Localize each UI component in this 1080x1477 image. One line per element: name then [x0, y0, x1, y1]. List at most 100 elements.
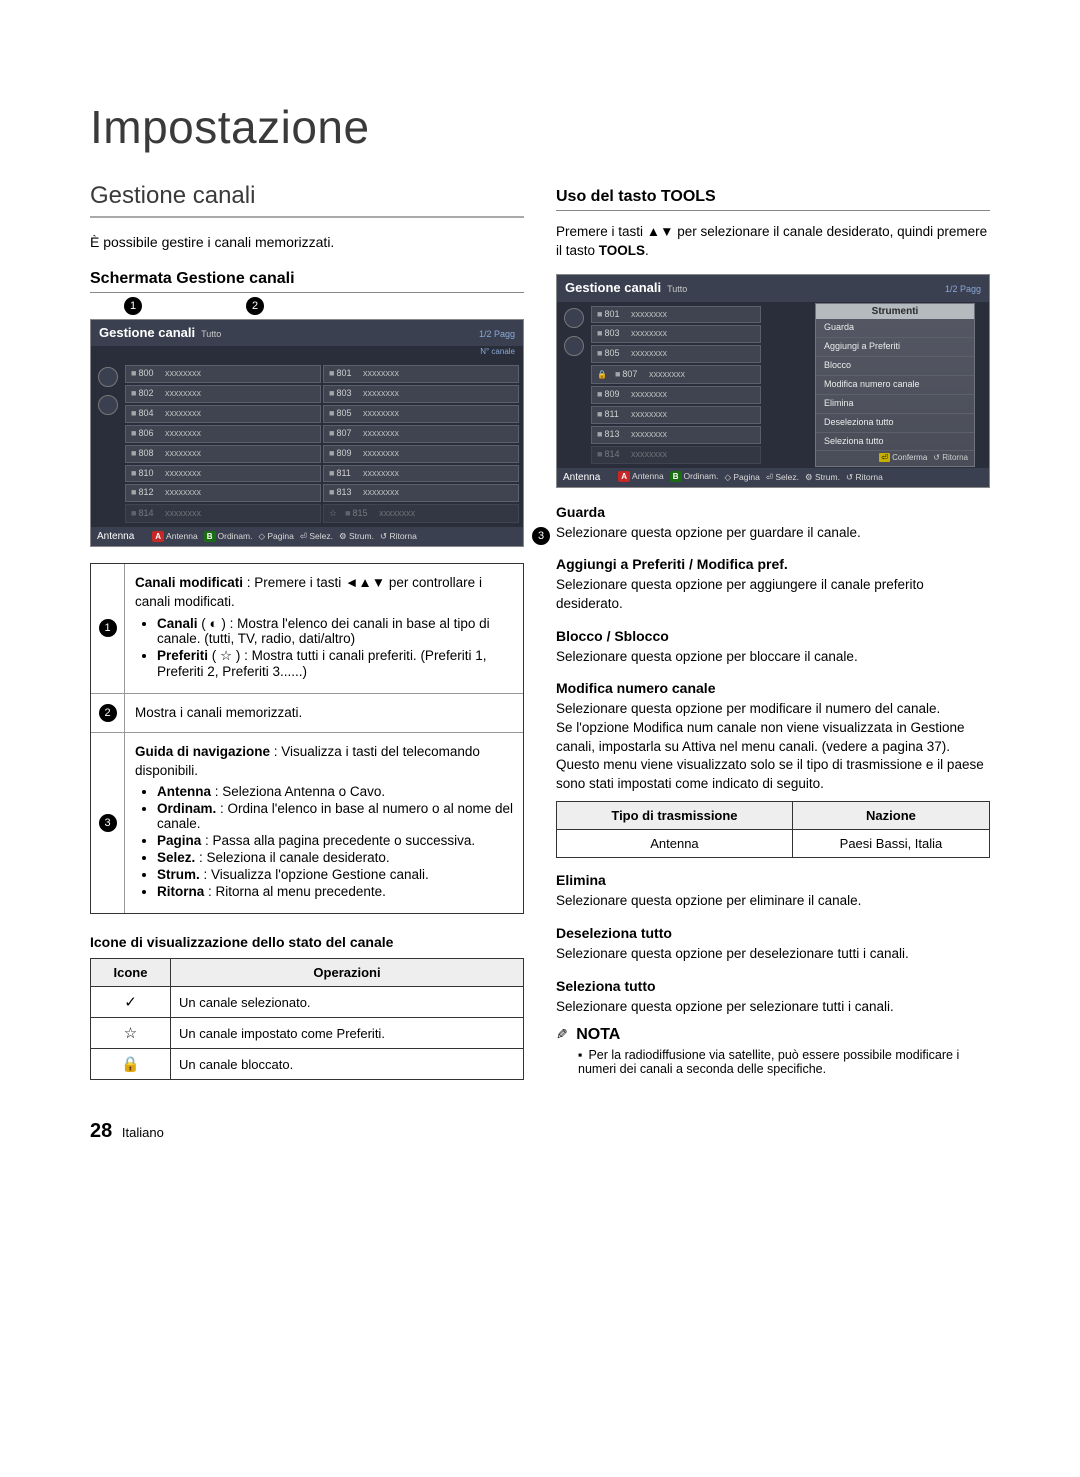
- favorites-sidebar-icon: [564, 336, 584, 356]
- osd-channel-row: 809xxxxxxxx: [323, 445, 519, 463]
- page-footer: 28 Italiano: [90, 1120, 990, 1143]
- channels-sidebar-icon: [98, 367, 118, 387]
- bullet-item: Selez. : Seleziona il canale desiderato.: [157, 850, 513, 865]
- right-column: Uso del tasto TOOLS Premere i tasti ▲▼ p…: [556, 182, 990, 1088]
- nav-sort: Ordinam.: [218, 531, 253, 541]
- th-operations: Operazioni: [171, 959, 524, 987]
- callout-badge: 1: [124, 297, 142, 315]
- option-desc: Selezionare questa opzione per seleziona…: [556, 998, 990, 1017]
- note-list: Per la radiodiffusione via satellite, pu…: [578, 1048, 990, 1076]
- subsection-heading: Uso del tasto TOOLS: [556, 188, 990, 211]
- option-heading: Modifica numero canale: [556, 680, 990, 696]
- tools-option: Seleziona tutto: [816, 433, 974, 452]
- callout-row: 3Guida di navigazione : Visualizza i tas…: [91, 732, 523, 913]
- tools-option: Elimina: [816, 395, 974, 414]
- nav-sort: Ordinam.: [684, 471, 719, 481]
- note-item: Per la radiodiffusione via satellite, pu…: [578, 1048, 990, 1076]
- page-number: 28: [90, 1120, 112, 1142]
- option-heading: Blocco / Sblocco: [556, 628, 990, 644]
- option-desc: Selezionare questa opzione per aggiunger…: [556, 576, 990, 613]
- osd-title-subtitle: Tutto: [667, 284, 687, 294]
- page-lang: Italiano: [122, 1125, 164, 1140]
- nav-return: Ritorna: [855, 472, 882, 482]
- osd-channel-row: 807xxxxxxxx: [323, 425, 519, 443]
- osd-screenshot: Gestione canaliTutto 1/2 Pagg N° canale …: [90, 319, 524, 547]
- tools-option: Modifica numero canale: [816, 376, 974, 395]
- option-desc: Questo menu viene visualizzato solo se i…: [556, 756, 990, 793]
- osd-tab-label: Antenna: [97, 531, 134, 542]
- bullet-item: Strum. : Visualizza l'opzione Gestione c…: [157, 867, 513, 882]
- osd-tab-label: Antenna: [563, 472, 600, 483]
- icon-row: ✓Un canale selezionato.: [91, 987, 524, 1018]
- th-icons: Icone: [91, 959, 171, 987]
- osd-channel-row: 803xxxxxxxx: [323, 385, 519, 403]
- section-heading: Gestione canali: [90, 182, 524, 218]
- tools-confirm: Conferma: [892, 453, 927, 462]
- nav-page: Pagina: [267, 531, 293, 541]
- nav-page: Pagina: [733, 472, 759, 482]
- tools-option: Blocco: [816, 357, 974, 376]
- option-desc: Selezionare questa opzione per eliminare…: [556, 892, 990, 911]
- nav-tools: Strum.: [815, 472, 840, 482]
- nav-select: Selez.: [775, 472, 799, 482]
- osd-channel-row: 815xxxxxxxx: [323, 504, 519, 523]
- option-heading: Aggiungi a Preferiti / Modifica pref.: [556, 556, 990, 572]
- left-column: Gestione canali È possibile gestire i ca…: [90, 182, 524, 1088]
- osd-page-indicator: 1/2 Pagg: [479, 330, 515, 340]
- bullet-item: Ordinam. : Ordina l'elenco in base al nu…: [157, 801, 513, 831]
- osd-channel-row: 811xxxxxxxx: [591, 406, 761, 424]
- option-desc: Selezionare questa opzione per deselezio…: [556, 945, 990, 964]
- tools-return: Ritorna: [942, 453, 968, 462]
- tools-option: Deseleziona tutto: [816, 414, 974, 433]
- osd-screenshot-tools: Gestione canaliTutto 1/2 Pagg 801xxxxxxx…: [556, 274, 990, 488]
- osd-channel-row: 803xxxxxxxx: [591, 325, 761, 343]
- callout-number: 1: [99, 619, 117, 637]
- osd-channel-row: 812xxxxxxxx: [125, 484, 321, 502]
- osd-channel-row: 810xxxxxxxx: [125, 465, 321, 483]
- nav-antenna: Antenna: [632, 471, 664, 481]
- icon-cell: ✓: [91, 987, 171, 1018]
- tools-popup-header: Strumenti: [816, 304, 974, 319]
- nav-return: Ritorna: [389, 531, 416, 541]
- osd-title: Gestione canali: [99, 325, 195, 340]
- icon-desc: Un canale selezionato.: [171, 987, 524, 1018]
- favorites-sidebar-icon: [98, 395, 118, 415]
- lead-text: Premere i tasti ▲▼ per selezionare il ca…: [556, 223, 990, 260]
- callout-row: 1Canali modificati : Premere i tasti ◄▲▼…: [91, 564, 523, 692]
- nav-select: Selez.: [309, 531, 333, 541]
- note-heading: NOTA: [556, 1026, 990, 1044]
- osd-channel-row: 801xxxxxxxx: [591, 306, 761, 324]
- bullet-item: Pagina : Passa alla pagina precedente o …: [157, 833, 513, 848]
- tools-popup: Strumenti GuardaAggiungi a PreferitiBloc…: [815, 303, 975, 467]
- th-transmission: Tipo di trasmissione: [557, 802, 793, 830]
- option-heading: Elimina: [556, 872, 990, 888]
- option-heading: Deseleziona tutto: [556, 925, 990, 941]
- green-b-tag: B: [204, 531, 216, 542]
- option-heading: Seleziona tutto: [556, 978, 990, 994]
- page-title: Impostazione: [90, 100, 990, 154]
- osd-title-subtitle: Tutto: [201, 329, 221, 339]
- bullet-item: Ritorna : Ritorna al menu precedente.: [157, 884, 513, 899]
- icon-cell: ☆: [91, 1018, 171, 1049]
- icon-desc: Un canale impostato come Preferiti.: [171, 1018, 524, 1049]
- tools-option: Guarda: [816, 319, 974, 338]
- channels-sidebar-icon: [564, 308, 584, 328]
- osd-channel-row: 814xxxxxxxx: [125, 504, 321, 523]
- osd-page-indicator: 1/2 Pagg: [945, 285, 981, 295]
- osd-channel-row: 814xxxxxxxx: [591, 446, 761, 464]
- option-desc: Selezionare questa opzione per modificar…: [556, 700, 990, 719]
- tools-option: Aggiungi a Preferiti: [816, 338, 974, 357]
- lead-text: È possibile gestire i canali memorizzati…: [90, 234, 524, 250]
- osd-channel-row: 802xxxxxxxx: [125, 385, 321, 403]
- option-desc: Selezionare questa opzione per bloccare …: [556, 648, 990, 667]
- nav-antenna: Antenna: [166, 531, 198, 541]
- osd-channel-row: 813xxxxxxxx: [323, 484, 519, 502]
- bullet-item: Canali ( ◐ ) : Mostra l'elenco dei canal…: [157, 616, 513, 646]
- osd-subline: N° canale: [91, 346, 523, 361]
- osd-channel-row: 813xxxxxxxx: [591, 426, 761, 444]
- subsection-heading: Schermata Gestione canali: [90, 270, 524, 293]
- callout-row: 2Mostra i canali memorizzati.: [91, 693, 523, 733]
- nav-tools: Strum.: [349, 531, 374, 541]
- icons-heading: Icone di visualizzazione dello stato del…: [90, 934, 524, 950]
- td-nation: Paesi Bassi, Italia: [792, 830, 989, 858]
